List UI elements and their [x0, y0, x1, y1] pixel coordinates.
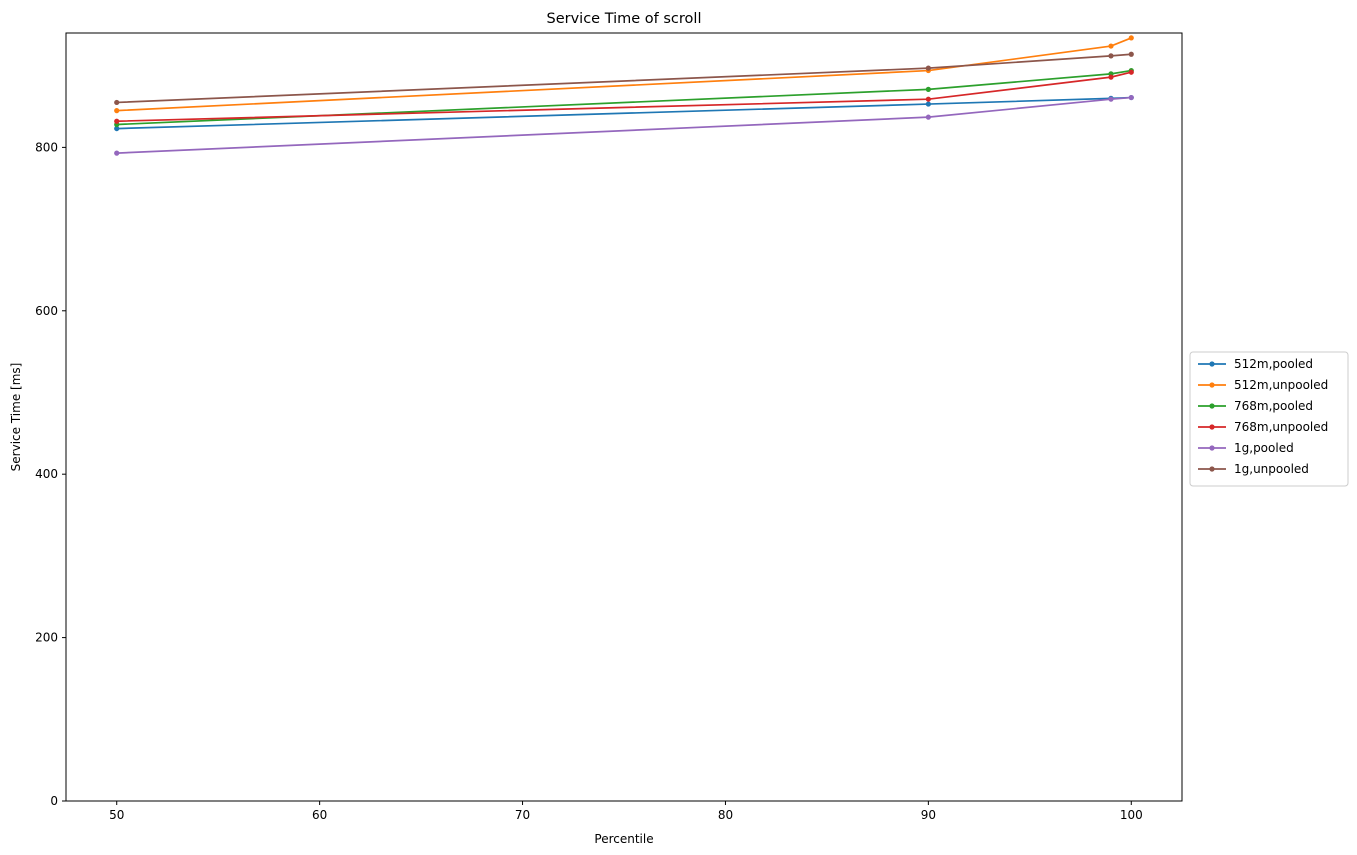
series-1 — [114, 35, 1134, 114]
data-point — [114, 99, 120, 106]
legend-item: 512m,unpooled — [1198, 378, 1328, 392]
data-point — [1128, 69, 1134, 75]
x-axis: 50 60 70 80 90 100 — [109, 801, 1143, 822]
series-line — [116, 37, 1132, 112]
data-point — [1108, 53, 1114, 59]
x-tick-label: 90 — [921, 808, 936, 822]
x-tick-label: 80 — [718, 808, 733, 822]
y-tick-label: 400 — [35, 467, 58, 481]
series-3 — [114, 69, 1134, 124]
legend-swatch-marker — [1209, 424, 1215, 430]
y-tick-label: 200 — [35, 631, 58, 645]
series-group — [114, 35, 1134, 156]
data-point — [114, 125, 120, 132]
x-tick-label: 100 — [1120, 808, 1143, 822]
legend-label: 768m,pooled — [1234, 399, 1313, 413]
y-tick-label: 0 — [50, 794, 58, 808]
series-line — [116, 69, 1132, 126]
data-point — [114, 150, 120, 156]
y-tick-label: 800 — [35, 140, 58, 154]
series-line — [116, 96, 1132, 154]
data-point — [925, 65, 931, 71]
legend-box — [1189, 351, 1349, 487]
data-point — [1108, 43, 1114, 49]
legend-item: 1g,unpooled — [1198, 462, 1309, 476]
legend-swatch-marker — [1209, 466, 1215, 472]
x-tick-label: 60 — [312, 808, 327, 822]
legend-swatch-marker — [1209, 445, 1215, 451]
legend-item: 768m,pooled — [1198, 399, 1313, 413]
y-axis: 0 200 400 600 800 — [35, 140, 66, 808]
legend-item: 768m,unpooled — [1198, 420, 1328, 434]
legend-label: 768m,unpooled — [1234, 420, 1328, 434]
legend-item: 1g,pooled — [1198, 441, 1294, 455]
data-point — [1128, 94, 1134, 101]
chart-title: Service Time of scroll — [547, 11, 702, 27]
legend: 512m,pooled 512m,unpooled 768m,pooled 768m,… — [1189, 351, 1349, 487]
legend-swatch-marker — [1209, 361, 1215, 367]
data-point — [925, 86, 931, 92]
legend-swatch-marker — [1209, 403, 1215, 409]
x-tick-label: 70 — [515, 808, 530, 822]
x-axis-label: Percentile — [594, 832, 653, 846]
series-line — [116, 53, 1132, 104]
y-tick-label: 600 — [35, 304, 58, 318]
legend-label: 1g,pooled — [1234, 441, 1294, 455]
series-5 — [114, 51, 1134, 106]
data-point — [1108, 74, 1114, 80]
legend-swatch-marker — [1209, 382, 1215, 388]
x-tick-label: 50 — [109, 808, 124, 822]
data-point — [1128, 35, 1134, 41]
data-point — [925, 101, 931, 107]
data-point — [114, 108, 120, 114]
legend-label: 512m,pooled — [1234, 357, 1313, 371]
data-point — [925, 96, 931, 102]
legend-label: 1g,unpooled — [1234, 462, 1309, 476]
data-point — [925, 114, 931, 120]
data-point — [1128, 51, 1134, 57]
y-axis-label: Service Time [ms] — [9, 363, 23, 472]
legend-item: 512m,pooled — [1198, 357, 1313, 371]
legend-label: 512m,unpooled — [1234, 378, 1328, 392]
plot-frame — [65, 32, 1183, 802]
series-line — [116, 71, 1132, 123]
data-point — [1108, 96, 1114, 102]
data-point — [114, 118, 120, 124]
series-4 — [114, 94, 1134, 156]
